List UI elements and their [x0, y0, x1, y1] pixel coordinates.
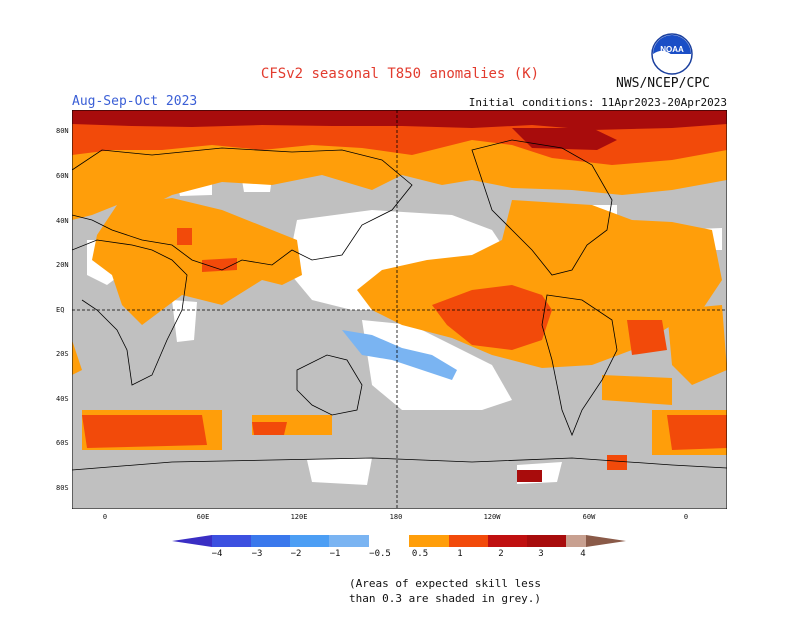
colorbar-swatch — [409, 535, 449, 547]
anomaly-map — [72, 110, 727, 509]
lat-label: 80S — [56, 484, 69, 492]
lat-label: 60S — [56, 439, 69, 447]
colorbar-swatch — [212, 535, 251, 547]
lat-label: EQ — [56, 306, 65, 314]
colorbar-tick: −4 — [211, 549, 223, 559]
lat-label: 40N — [56, 217, 69, 225]
lat-label: 80N — [56, 127, 69, 135]
colorbar-tick: −1 — [329, 549, 341, 559]
colorbar-swatch — [566, 535, 586, 547]
forecast-period: Aug-Sep-Oct 2023 — [72, 94, 198, 109]
colorbar-swatch — [251, 535, 290, 547]
agency-label: NWS/NCEP/CPC — [616, 76, 710, 91]
coastlines — [72, 139, 727, 471]
footnote-line-2: than 0.3 are shaded in grey.) — [349, 592, 542, 605]
lat-label: 60N — [56, 172, 69, 180]
colorbar-swatch — [527, 535, 566, 547]
colorbar-tick: 4 — [580, 549, 586, 559]
noaa-logo-icon: NOAA — [651, 33, 693, 75]
colorbar-swatch — [449, 535, 488, 547]
colorbar-swatch — [290, 535, 329, 547]
initial-conditions: Initial conditions: 11Apr2023-20Apr2023 — [468, 96, 727, 109]
colorbar-tick: −0.5 — [369, 549, 391, 559]
cool-anomaly-0.5-1 — [342, 330, 457, 380]
colorbar-swatch — [488, 535, 527, 547]
colorbar-tick: −3 — [251, 549, 263, 559]
colorbar-tick: 3 — [538, 549, 544, 559]
colorbar-tick: −2 — [290, 549, 302, 559]
lat-label: 20S — [56, 350, 69, 358]
colorbar-tick: 1 — [457, 549, 463, 559]
lat-label: 40S — [56, 395, 69, 403]
colorbar-tick: 2 — [498, 549, 504, 559]
colorbar-swatch — [329, 535, 369, 547]
colorbar-arrow-low — [172, 535, 212, 547]
lon-label: 60W — [582, 513, 596, 521]
colorbar-swatch — [369, 535, 409, 547]
colorbar-arrow-high — [586, 535, 626, 547]
svg-text:NOAA: NOAA — [660, 45, 684, 54]
lon-label: 120E — [290, 513, 308, 521]
lon-label: 60E — [196, 513, 210, 521]
colorbar-tick: 0.5 — [411, 549, 429, 559]
lon-label: 0 — [102, 513, 108, 521]
chart-title: CFSv2 seasonal T850 anomalies (K) — [260, 66, 540, 82]
footnote-line-1: (Areas of expected skill less — [349, 577, 542, 590]
lon-label: 180 — [389, 513, 403, 521]
lon-label: 0 — [683, 513, 689, 521]
colorbar — [172, 535, 626, 547]
lat-label: 20N — [56, 261, 69, 269]
lon-label: 120W — [483, 513, 501, 521]
